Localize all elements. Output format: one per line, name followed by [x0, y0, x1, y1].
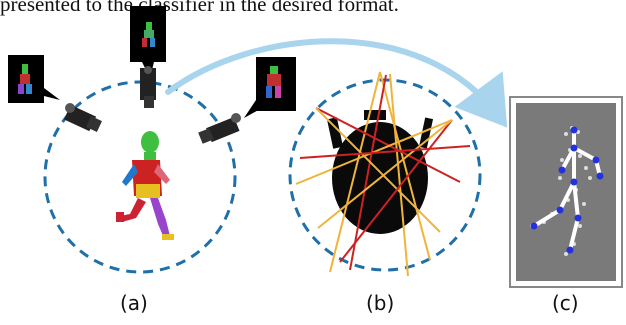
camera-icon-right [198, 113, 241, 144]
camera-icon-left [63, 103, 102, 132]
skeleton-joints [530, 126, 604, 254]
camera-view-thumbnail-left [8, 55, 60, 103]
silhouette-left [326, 117, 344, 149]
panel-a [8, 6, 296, 274]
label-panel-b: (b) [366, 291, 395, 315]
camera-view-thumbnail-right [244, 57, 296, 118]
panel-b [288, 71, 482, 277]
segmented-human-figure [116, 131, 174, 240]
point-cloud [530, 126, 592, 256]
projection-rays [295, 71, 471, 277]
silhouette-right [418, 117, 434, 149]
label-panel-c: (c) [552, 291, 579, 315]
panel-c [509, 96, 623, 288]
caption-top-text: presented to the classifier in the desir… [0, 0, 399, 16]
label-panel-a: (a) [120, 291, 148, 315]
camera-icon-top [140, 66, 156, 108]
silhouette-top [364, 110, 386, 120]
flow-arrow [165, 38, 508, 128]
